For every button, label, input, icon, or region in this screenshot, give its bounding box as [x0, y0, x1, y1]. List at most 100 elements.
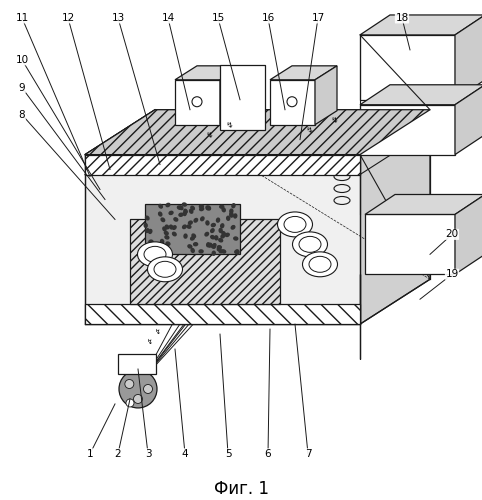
Ellipse shape [216, 218, 220, 222]
Ellipse shape [183, 212, 186, 216]
Ellipse shape [173, 226, 176, 230]
Polygon shape [145, 204, 240, 254]
Text: 5: 5 [225, 449, 231, 459]
Ellipse shape [151, 242, 154, 246]
Ellipse shape [232, 204, 235, 208]
Polygon shape [85, 154, 360, 324]
Text: 19: 19 [445, 270, 459, 280]
Ellipse shape [287, 96, 297, 106]
Ellipse shape [236, 250, 239, 254]
Ellipse shape [189, 210, 193, 213]
Text: 9: 9 [19, 83, 26, 93]
Ellipse shape [164, 232, 168, 235]
Ellipse shape [179, 206, 183, 210]
Polygon shape [360, 104, 455, 154]
Bar [220, 65, 265, 130]
Text: ↯: ↯ [147, 339, 153, 345]
Ellipse shape [165, 225, 169, 229]
Ellipse shape [303, 252, 337, 277]
Ellipse shape [212, 252, 215, 255]
Ellipse shape [207, 206, 211, 210]
Ellipse shape [211, 236, 214, 239]
Ellipse shape [184, 234, 187, 238]
Ellipse shape [165, 236, 169, 239]
Ellipse shape [293, 232, 327, 257]
Ellipse shape [154, 262, 176, 278]
Polygon shape [315, 66, 337, 124]
Ellipse shape [188, 221, 192, 224]
Ellipse shape [284, 216, 306, 232]
Text: ↯: ↯ [331, 114, 339, 124]
Polygon shape [85, 154, 360, 174]
Ellipse shape [159, 212, 162, 216]
Ellipse shape [230, 212, 233, 216]
Polygon shape [85, 304, 360, 324]
Ellipse shape [183, 225, 186, 228]
Ellipse shape [166, 204, 170, 206]
Text: 17: 17 [311, 13, 324, 23]
Polygon shape [455, 85, 482, 154]
Polygon shape [455, 194, 482, 274]
Ellipse shape [230, 209, 233, 213]
Ellipse shape [299, 236, 321, 252]
Ellipse shape [209, 244, 212, 247]
Ellipse shape [161, 240, 164, 244]
Text: ↯: ↯ [226, 120, 234, 130]
Ellipse shape [211, 229, 214, 232]
Ellipse shape [222, 208, 225, 212]
Ellipse shape [215, 236, 218, 240]
Polygon shape [85, 110, 430, 154]
Ellipse shape [222, 250, 226, 253]
Ellipse shape [147, 257, 183, 282]
Ellipse shape [154, 248, 159, 252]
Text: 10: 10 [15, 55, 28, 65]
Ellipse shape [191, 248, 194, 252]
Ellipse shape [199, 250, 203, 253]
Ellipse shape [230, 213, 233, 217]
Text: 18: 18 [395, 13, 409, 23]
Ellipse shape [169, 212, 173, 214]
Ellipse shape [219, 238, 223, 242]
Ellipse shape [217, 247, 221, 250]
Ellipse shape [205, 232, 209, 236]
Ellipse shape [194, 218, 198, 222]
Polygon shape [360, 35, 455, 100]
Ellipse shape [173, 232, 176, 236]
Ellipse shape [179, 213, 183, 216]
Ellipse shape [192, 234, 196, 237]
Text: 2: 2 [115, 449, 121, 459]
Ellipse shape [184, 210, 187, 213]
Ellipse shape [146, 216, 149, 220]
Polygon shape [118, 354, 156, 374]
Polygon shape [365, 214, 455, 274]
Ellipse shape [187, 225, 191, 228]
Ellipse shape [174, 218, 178, 221]
Ellipse shape [212, 224, 215, 226]
Ellipse shape [149, 240, 153, 243]
Text: 20: 20 [445, 230, 458, 239]
Ellipse shape [207, 243, 210, 246]
Ellipse shape [227, 216, 230, 220]
Text: 6: 6 [265, 449, 271, 459]
Ellipse shape [234, 214, 237, 218]
Polygon shape [175, 80, 220, 124]
Text: ↯: ↯ [155, 329, 161, 335]
Polygon shape [175, 66, 242, 80]
Ellipse shape [221, 234, 225, 238]
Ellipse shape [146, 229, 149, 232]
Text: 11: 11 [15, 13, 28, 23]
Text: ↯: ↯ [206, 130, 214, 140]
Ellipse shape [226, 234, 229, 236]
Ellipse shape [206, 221, 209, 225]
Ellipse shape [220, 205, 224, 208]
Ellipse shape [119, 370, 157, 408]
Ellipse shape [137, 242, 173, 267]
Text: 3: 3 [145, 449, 151, 459]
Ellipse shape [235, 250, 239, 253]
Text: 1: 1 [87, 449, 94, 459]
Polygon shape [85, 110, 430, 154]
Ellipse shape [144, 246, 166, 262]
Ellipse shape [192, 96, 202, 106]
Ellipse shape [144, 224, 147, 228]
Text: 15: 15 [212, 13, 225, 23]
